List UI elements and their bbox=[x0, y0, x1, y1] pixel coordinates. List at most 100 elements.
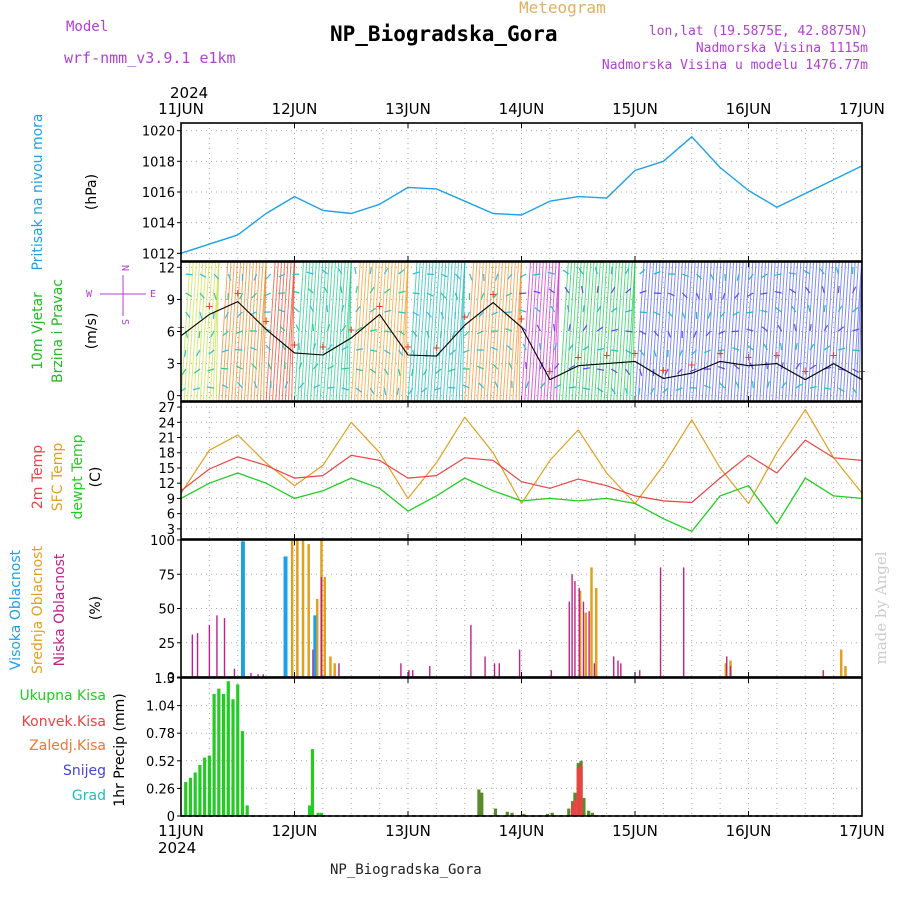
wind-arrow bbox=[747, 345, 754, 351]
wind-direction-hatch bbox=[272, 261, 283, 402]
cloud-low-bar bbox=[593, 663, 596, 677]
y-tick-label: 6 bbox=[167, 508, 175, 523]
wind-arrow bbox=[624, 387, 628, 395]
wind-arrow bbox=[265, 344, 272, 351]
wind-arrow bbox=[625, 309, 633, 313]
wind-direction-hatch bbox=[558, 261, 569, 402]
wind-direction-hatch bbox=[420, 261, 431, 402]
wind-arrow bbox=[355, 368, 363, 372]
wind-gust-marker: + bbox=[631, 346, 638, 360]
wind-direction-hatch bbox=[669, 261, 680, 402]
wind-direction-hatch bbox=[455, 261, 466, 402]
cloud-low-bar bbox=[617, 660, 619, 677]
wind-direction-hatch bbox=[543, 261, 554, 402]
wind-arrow bbox=[722, 292, 726, 300]
wind-arrow bbox=[492, 292, 499, 299]
wind-direction-hatch bbox=[829, 261, 840, 402]
wind-direction-hatch bbox=[823, 261, 834, 402]
precip-total-bar bbox=[545, 813, 550, 816]
x-tick-label-bottom: 16JUN bbox=[726, 822, 772, 840]
wind-direction-hatch bbox=[836, 261, 847, 402]
wind-arrow bbox=[306, 271, 314, 275]
wind-arrow bbox=[791, 305, 797, 313]
wind-gust-marker: + bbox=[461, 310, 468, 324]
precip-total-bar bbox=[587, 810, 591, 816]
wind-gust-marker: + bbox=[575, 350, 582, 364]
wind-direction-hatch bbox=[616, 261, 627, 402]
wind-direction-hatch bbox=[212, 261, 220, 402]
wind-arrow bbox=[398, 269, 405, 275]
wind-arrow bbox=[554, 384, 562, 389]
wind-arrow bbox=[610, 266, 613, 275]
wind-direction-hatch bbox=[458, 261, 466, 402]
x-tick-label-bottom: 15JUN bbox=[612, 822, 658, 840]
wind-direction-hatch bbox=[350, 261, 361, 402]
wind-direction-hatch bbox=[278, 261, 289, 402]
wind-arrow bbox=[580, 286, 584, 294]
wind-arrow bbox=[564, 286, 570, 294]
cloud-low-bar bbox=[588, 611, 590, 677]
wind-arrow bbox=[222, 330, 229, 337]
wind-arrow bbox=[227, 273, 232, 281]
cloud-mid-bar bbox=[578, 590, 582, 677]
lonlat-label: lon,lat (19.5875E, 42.8875N) bbox=[648, 24, 868, 39]
cloud-high-bar bbox=[313, 615, 317, 677]
y-tick-label: 1012 bbox=[142, 247, 175, 262]
wind-direction-hatch bbox=[650, 261, 661, 402]
wind-arrow bbox=[562, 269, 570, 275]
wind-direction-hatch bbox=[842, 261, 853, 402]
wind-direction-hatch bbox=[656, 261, 667, 402]
model-label: Model bbox=[66, 19, 109, 35]
wind-arrow bbox=[718, 330, 726, 335]
wind-direction-hatch bbox=[540, 261, 551, 402]
precip-total-bar bbox=[193, 772, 197, 816]
wind-arrow bbox=[718, 366, 726, 370]
wind-direction-hatch bbox=[429, 261, 440, 402]
wind-direction-hatch bbox=[781, 261, 792, 402]
wind-arrow bbox=[653, 349, 657, 357]
wind-arrow bbox=[650, 387, 655, 395]
wind-arrow bbox=[795, 362, 801, 370]
cloud-low-bar bbox=[578, 587, 580, 677]
wind-arrow bbox=[434, 387, 442, 391]
wind-direction-hatch bbox=[449, 261, 460, 402]
wind-arrow bbox=[422, 368, 428, 376]
wind-direction-hatch bbox=[493, 261, 504, 402]
wind-arrow bbox=[582, 345, 590, 351]
wind-arrow bbox=[733, 363, 740, 370]
cloud-mid-bar bbox=[594, 587, 598, 677]
wind-arrow bbox=[292, 290, 300, 294]
wind-direction-hatch bbox=[653, 261, 664, 402]
wind-arrow bbox=[491, 346, 499, 351]
wind-arrow bbox=[195, 349, 201, 357]
wind-arrow bbox=[505, 292, 513, 297]
wind-direction-hatch bbox=[398, 261, 409, 402]
wind-direction-hatch bbox=[698, 261, 709, 402]
wind-direction-hatch bbox=[259, 261, 267, 402]
precip-total-bar bbox=[221, 693, 226, 816]
y-tick-label: 1.3 bbox=[154, 672, 175, 687]
wind-arrow bbox=[777, 324, 783, 332]
wind-direction-hatch bbox=[496, 261, 507, 402]
wind-direction-hatch bbox=[196, 261, 207, 402]
wind-arrow bbox=[838, 387, 845, 393]
wind-arrow bbox=[340, 285, 343, 294]
cloud-mid-bar bbox=[839, 649, 843, 677]
wind-direction-hatch bbox=[724, 261, 735, 402]
wind-arrow bbox=[682, 273, 690, 278]
wind-direction-hatch bbox=[594, 261, 605, 402]
cloud-low-bar bbox=[620, 663, 622, 677]
cloud-mid-bar bbox=[307, 544, 310, 677]
wind-arrow bbox=[235, 365, 243, 370]
wind-direction-hatch bbox=[442, 261, 453, 402]
wind-direction-hatch bbox=[253, 261, 264, 402]
wind-arrow bbox=[495, 273, 499, 281]
cloud-mid-bar bbox=[329, 656, 332, 677]
wind-direction-hatch bbox=[467, 261, 478, 402]
wind-gust-marker: + bbox=[319, 339, 326, 353]
wind-arrow bbox=[212, 311, 215, 320]
wind-direction-hatch bbox=[565, 261, 576, 402]
wind-direction-hatch bbox=[410, 261, 421, 402]
wind-arrow bbox=[639, 349, 645, 356]
wind-direction-hatch bbox=[215, 261, 220, 402]
